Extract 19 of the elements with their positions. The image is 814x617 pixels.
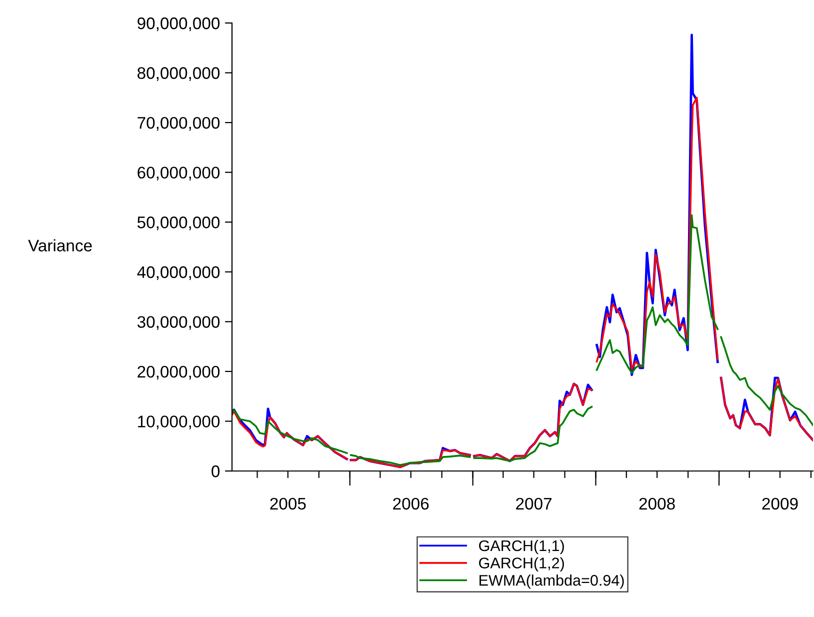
y-tick-label: 30,000,000: [137, 316, 220, 330]
legend-label: GARCH(1,2): [479, 557, 564, 572]
y-tick-label: 60,000,000: [138, 166, 220, 181]
x-tick-label: 2006: [393, 498, 429, 510]
y-tick-label: 10,000,000: [138, 416, 220, 430]
y-tick-label: 50,000,000: [137, 216, 220, 230]
y-tick-label: 80,000,000: [138, 67, 220, 81]
x-tick-label: 2008: [639, 498, 675, 510]
y-tick-label: 20,000,000: [138, 366, 220, 380]
legend-label: EWMA(lambda=0.94): [480, 574, 624, 589]
y-tick-label: 70,000,000: [138, 116, 220, 131]
y-axis-title: Variance: [28, 239, 92, 252]
x-tick-label: 2007: [516, 498, 552, 510]
y-tick-label: 90,000,000: [138, 17, 220, 32]
x-tick-label: 2005: [270, 498, 306, 510]
x-tick-label: 2009: [762, 498, 798, 510]
y-tick-label: 40,000,000: [137, 266, 220, 280]
legend-label: GARCH(1,1): [479, 540, 564, 554]
y-tick-label: 0: [212, 465, 220, 478]
